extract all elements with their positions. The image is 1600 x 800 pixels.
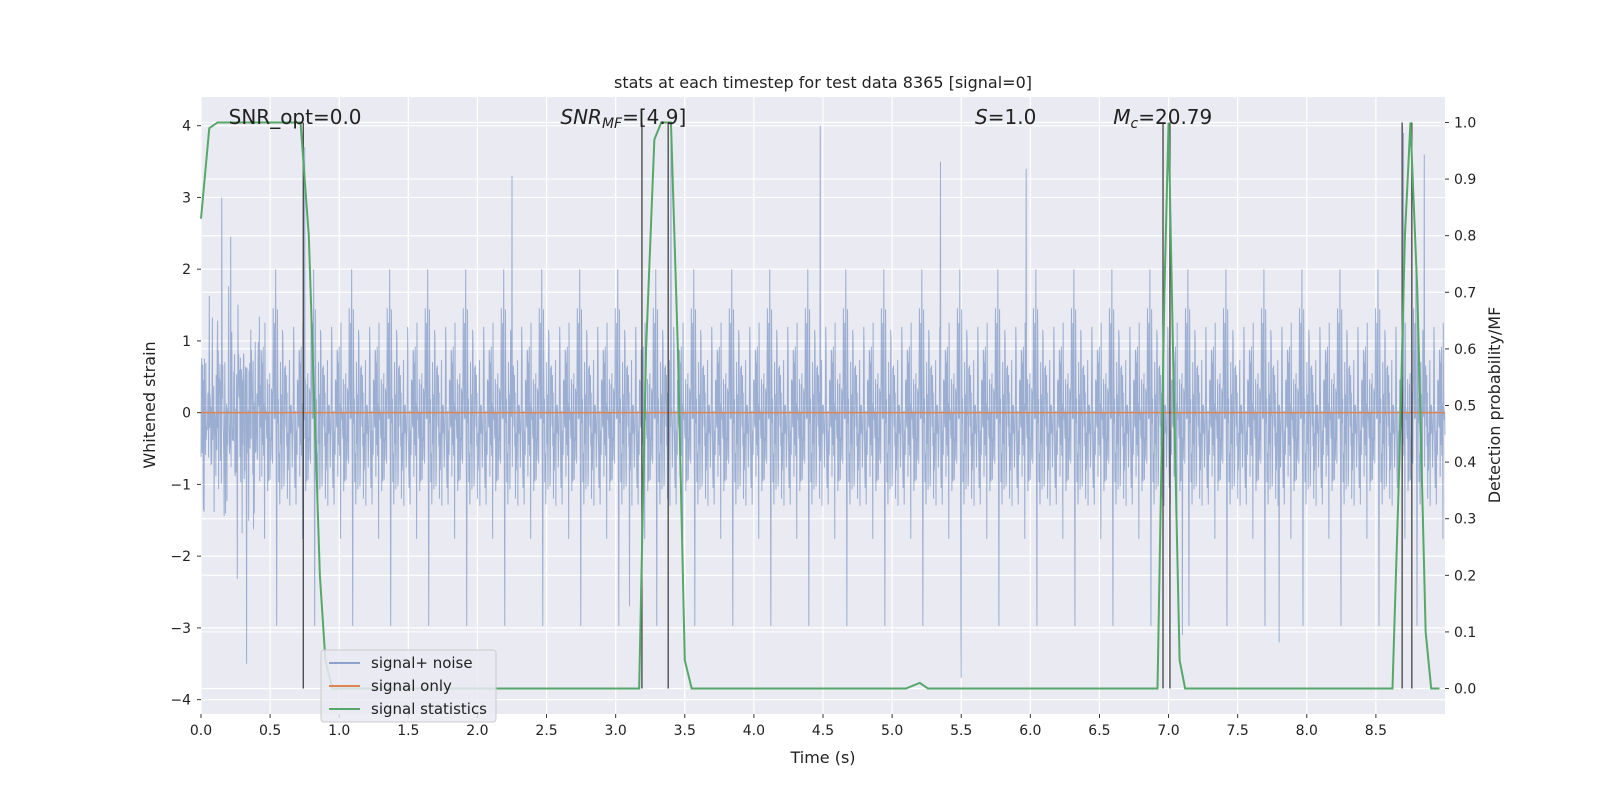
annotation-label: S=1.0 xyxy=(975,105,1036,129)
y-tick-label: −1 xyxy=(170,477,191,493)
y-tick-label: −4 xyxy=(170,693,191,709)
annotation-label: Mc=20.79 xyxy=(1113,105,1212,132)
y-right-tick-label: 0.8 xyxy=(1454,229,1476,245)
legend-label-noise: signal+ noise xyxy=(371,654,473,672)
y-right-tick-label: 0.9 xyxy=(1454,172,1476,188)
tick-labels: 0.0 0.5 1.0 1.5 2.0 2.5 3.0 3.5 4.0 4.5 5.0 5.5 6.0 6… xyxy=(170,115,1476,739)
y-tick-label: 0 xyxy=(182,406,191,422)
y-tick-label: 3 xyxy=(182,190,191,206)
x-tick-label: 7.5 xyxy=(1227,723,1249,739)
x-tick-label: 5.0 xyxy=(881,723,903,739)
y-right-tick-label: 0.0 xyxy=(1454,682,1476,698)
x-tick-label: 7.0 xyxy=(1157,723,1179,739)
series-signal-statistics-line xyxy=(200,121,1440,690)
x-tick-label: 8.0 xyxy=(1296,723,1318,739)
x-tick-label: 4.0 xyxy=(743,723,765,739)
statistics-series-layer xyxy=(200,121,1440,690)
y-tick-label: −3 xyxy=(170,621,191,637)
y-right-tick-label: 1.0 xyxy=(1454,115,1476,131)
y-right-tick-label: 0.2 xyxy=(1454,568,1476,584)
x-tick-label: 2.0 xyxy=(466,723,488,739)
y-tick-label: −2 xyxy=(170,549,191,565)
series-signal-noise-line xyxy=(200,125,1446,679)
legend-box xyxy=(320,649,497,723)
annotations: SNR_opt=0.0 SNRMF=[4.9] S=1.0 Mc=20.79 xyxy=(229,105,1213,132)
x-tick-label: 1.5 xyxy=(397,723,419,739)
y-tick-label: 2 xyxy=(182,262,191,278)
x-tick-label: 5.5 xyxy=(950,723,972,739)
legend: signal+ noise signal only signal statist… xyxy=(320,649,497,723)
legend-label-signal: signal only xyxy=(371,677,452,695)
y-right-tick-label: 0.5 xyxy=(1454,399,1476,415)
annotation-label: SNR_opt=0.0 xyxy=(229,105,362,129)
y-right-tick-label: 0.6 xyxy=(1454,342,1476,358)
x-tick-label: 6.0 xyxy=(1019,723,1041,739)
chart-title: stats at each timestep for test data 836… xyxy=(614,73,1032,92)
x-tick-label: 6.5 xyxy=(1088,723,1110,739)
x-tick-label: 0.5 xyxy=(259,723,281,739)
y-right-tick-label: 0.7 xyxy=(1454,285,1476,301)
x-tick-label: 1.0 xyxy=(328,723,350,739)
x-tick-label: 3.5 xyxy=(674,723,696,739)
y-tick-label: 1 xyxy=(182,334,191,350)
y-axis-label-right: Detection probability/MF xyxy=(1485,307,1504,504)
x-tick-label: 8.5 xyxy=(1365,723,1387,739)
y-right-tick-label: 0.3 xyxy=(1454,512,1476,528)
noise-series-layer xyxy=(200,125,1446,679)
y-right-tick-label: 0.4 xyxy=(1454,455,1476,471)
x-tick-label: 4.5 xyxy=(812,723,834,739)
x-tick-label: 3.0 xyxy=(605,723,627,739)
x-tick-label: 2.5 xyxy=(535,723,557,739)
y-axis-label: Whitened strain xyxy=(140,341,159,468)
x-tick-label: 0.0 xyxy=(190,723,212,739)
y-tick-label: 4 xyxy=(182,119,191,135)
x-axis-label: Time (s) xyxy=(789,748,855,767)
legend-label-stats: signal statistics xyxy=(371,700,487,718)
y-right-tick-label: 0.1 xyxy=(1454,625,1476,641)
annotation-label: SNRMF=[4.9] xyxy=(560,105,686,132)
